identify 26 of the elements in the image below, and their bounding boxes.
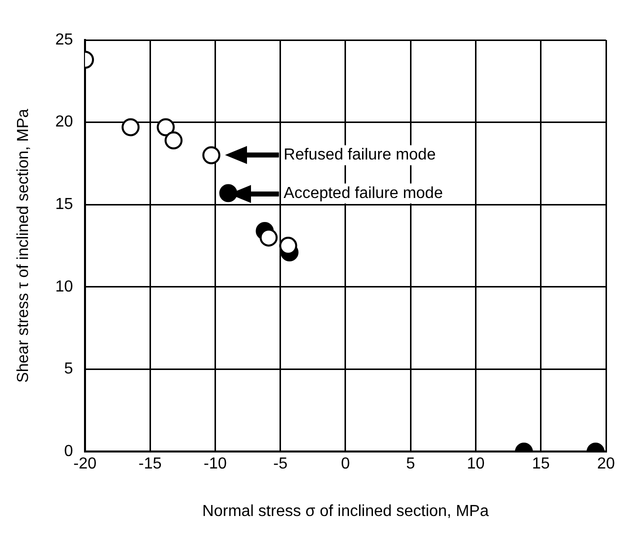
point [279, 236, 298, 255]
point [164, 131, 183, 150]
y-tick-label: 5 [64, 360, 74, 378]
x-tick-label: -5 [273, 456, 288, 473]
x-axis-title: Normal stress σ of inclined section, MPa [202, 502, 489, 520]
y-tick-label: 20 [55, 114, 74, 131]
x-tick-label: -10 [204, 456, 227, 473]
y-tick-label: 15 [55, 196, 74, 214]
point [260, 228, 278, 247]
y-tick-label: 25 [55, 31, 74, 48]
x-tick-label: 10 [466, 456, 485, 473]
x-tick-label: 0 [341, 456, 350, 473]
x-tick-label: 20 [597, 456, 615, 473]
point [156, 118, 175, 136]
point [202, 146, 220, 164]
y-tick-label: 0 [64, 443, 74, 460]
x-tick-label: 5 [406, 456, 416, 473]
x-tick-label: -15 [138, 456, 162, 473]
point [219, 184, 238, 202]
y-axis-title: Shear stress τ of inclined section, MPa [15, 108, 32, 383]
y-tick-label: 10 [55, 278, 74, 296]
annotation: Refused failure mode [284, 146, 436, 164]
point [122, 118, 140, 136]
x-tick-label: 15 [532, 456, 550, 473]
annotation: Accepted failure mode [284, 184, 443, 202]
x-tick-label: -20 [73, 456, 97, 473]
